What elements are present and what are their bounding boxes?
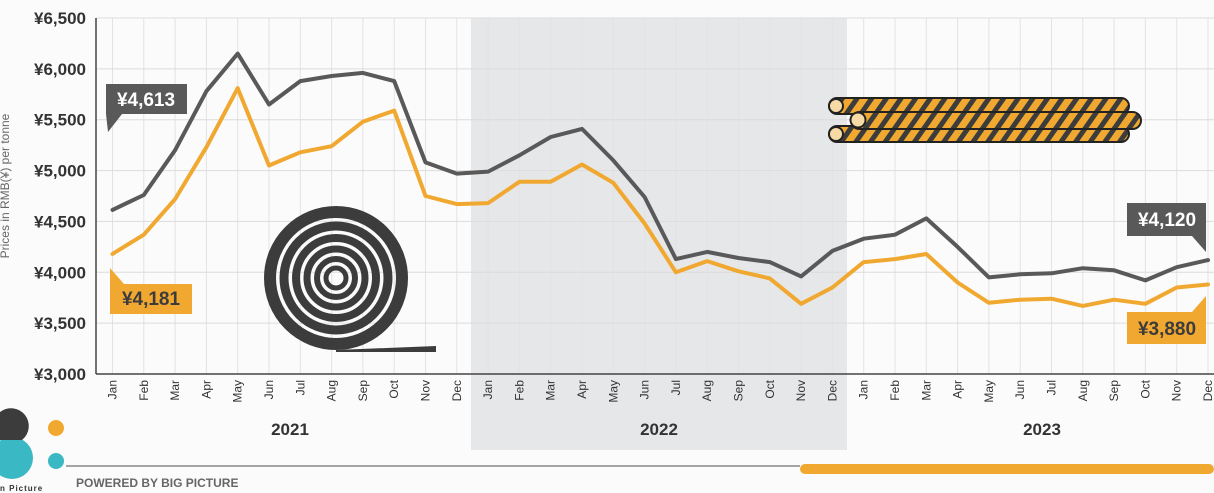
x-tick-label: May [982,380,996,403]
x-tick-label: Sep [732,380,746,402]
y-tick-label: ¥5,500 [34,111,86,130]
x-tick-label: Nov [419,380,433,401]
x-tick-label: May [606,380,620,403]
x-tick-label: Sep [356,380,370,402]
big-picture-logo [0,408,64,479]
x-tick-label: Nov [794,380,808,401]
y-axis-label: Prices in RMB(¥) per tonne [0,113,12,258]
y-tick-labels: ¥3,000 ¥3,500 ¥4,000 ¥4,500 ¥5,000 ¥5,500 ¥6,0… [34,9,86,384]
x-tick-label: Feb [888,380,902,401]
callout-orange-start-text: ¥4,181 [122,289,181,310]
y-tick-label: ¥4,000 [34,263,86,282]
x-tick-label: Jan [857,380,871,399]
x-tick-label: Jul [1045,380,1059,395]
y-tick-label: ¥5,000 [34,162,86,181]
x-tick-label: Jan [481,380,495,399]
x-tick-label: Mar [544,380,558,401]
x-tick-label: Sep [1107,380,1121,402]
x-tick-label: Oct [1138,379,1152,398]
x-tick-label: Dec [1201,380,1214,401]
x-tick-label: Jun [1013,380,1027,399]
powered-by-text: POWERED BY BIG PICTURE [76,476,238,490]
year-label-2023: 2023 [1023,420,1061,439]
y-tick-label: ¥6,000 [34,60,86,79]
x-tick-label: Apr [575,380,589,399]
wire-coil-icon [270,212,436,352]
x-tick-label: May [231,380,245,403]
x-tick-label: Aug [700,380,714,401]
x-tick-label: Nov [1170,380,1184,401]
y-tick-label: ¥3,500 [34,314,86,333]
x-tick-label: Jul [293,380,307,395]
year-2022-highlight [471,18,847,450]
x-tick-label: Apr [199,380,213,399]
x-tick-label: Feb [137,380,151,401]
x-tick-label: Aug [1076,380,1090,401]
x-tick-label: Dec [450,380,464,401]
x-tick-label: Apr [951,380,965,399]
year-label-2022: 2022 [640,420,678,439]
x-tick-label: Jun [262,380,276,399]
x-tick-label: Jul [669,380,683,395]
x-tick-label: Mar [168,380,182,401]
footer-accent-bar [800,464,1214,474]
x-tick-label: Feb [512,380,526,401]
rebar-bundle-icon [829,98,1141,142]
logo-wordmark: n Picture [0,484,43,493]
x-tick-label: Dec [825,380,839,401]
x-tick-label: Oct [387,379,401,398]
y-tick-label: ¥3,000 [34,365,86,384]
x-tick-label: Mar [919,380,933,401]
y-tick-label: ¥4,500 [34,212,86,231]
callout-grey-end-text: ¥4,120 [1138,210,1196,231]
callout-orange-end-text: ¥3,880 [1138,319,1196,340]
callout-orange-start: ¥4,181 [110,268,192,314]
callout-grey-start-text: ¥4,613 [117,90,175,111]
x-tick-label: Aug [325,380,339,401]
x-tick-label: Jan [106,380,120,399]
y-tick-label: ¥6,500 [34,9,86,28]
x-tick-label: Oct [763,379,777,398]
year-label-2021: 2021 [271,420,309,439]
callout-grey-end: ¥4,120 [1127,203,1206,252]
x-tick-label: Jun [638,380,652,399]
